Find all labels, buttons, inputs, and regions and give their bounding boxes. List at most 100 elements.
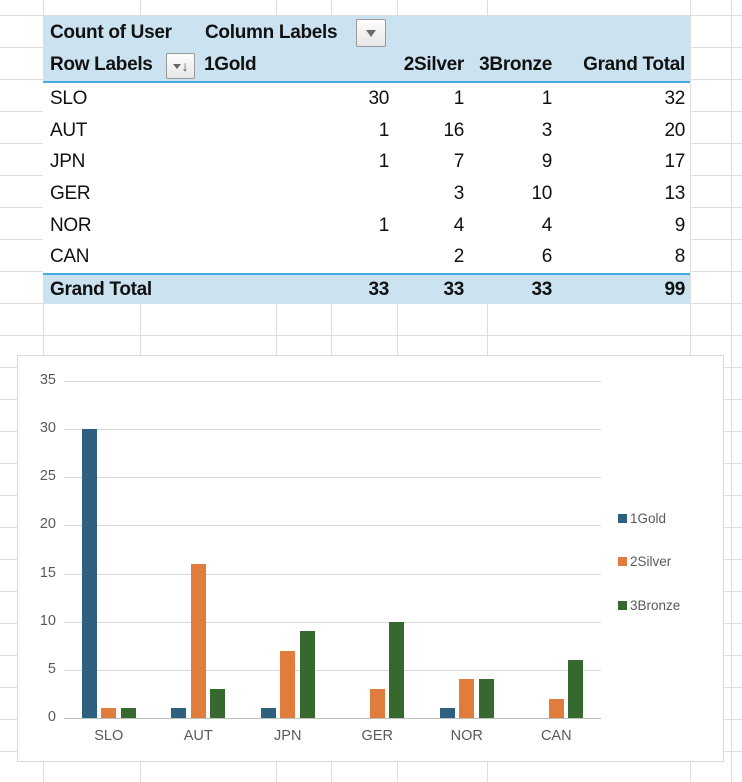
- pivot-header-row-2: Row Labels ↓ 1Gold 2Silver 3Bronze Grand…: [43, 49, 690, 83]
- column-header-1gold[interactable]: 1Gold: [204, 54, 257, 75]
- pivot-data-rows: SLO 30 1 1 32 AUT 1 16 3 20 JPN 1 7 9 17 GER 3 10 13 NOR 1 4 4…: [43, 83, 690, 274]
- grand-total-total[interactable]: 99: [664, 278, 685, 300]
- value-cell[interactable]: 8: [674, 246, 686, 268]
- table-row: AUT 1 16 3 20: [43, 114, 690, 147]
- row-label-cell[interactable]: GER: [50, 182, 91, 204]
- y-axis-tick-label: 0: [47, 709, 56, 725]
- column-labels-cell[interactable]: Column Labels: [205, 21, 338, 43]
- column-header-2silver[interactable]: 2Silver: [403, 54, 465, 75]
- value-cell[interactable]: 2: [453, 246, 465, 268]
- grid-line-horizontal: [0, 335, 742, 336]
- y-axis-tick-label: 10: [39, 612, 56, 629]
- table-row: SLO 30 1 1 32: [43, 83, 690, 115]
- x-axis-category-label: SLO: [94, 728, 124, 744]
- legend-label: 2Silver: [630, 554, 672, 570]
- bar-2silver-aut[interactable]: [190, 563, 206, 718]
- legend-entry-1gold[interactable]: 1Gold: [618, 509, 680, 527]
- sort-descending-icon: ↓: [181, 58, 189, 74]
- gridline: [64, 477, 601, 479]
- value-cell[interactable]: 13: [664, 182, 685, 204]
- bar-1gold-slo[interactable]: [81, 429, 97, 718]
- x-axis-category-label: AUT: [183, 728, 213, 744]
- value-cell[interactable]: 1: [541, 87, 553, 109]
- value-cell[interactable]: 3: [453, 182, 465, 204]
- value-cell[interactable]: 4: [541, 214, 553, 236]
- table-row: GER 3 10 13: [43, 178, 690, 210]
- value-cell[interactable]: 32: [664, 87, 685, 109]
- legend-entry-3bronze[interactable]: 3Bronze: [618, 596, 680, 614]
- pivot-title-cell[interactable]: Count of User: [50, 21, 172, 43]
- legend-entry-2silver[interactable]: 2Silver: [618, 553, 680, 571]
- column-header-3bronze[interactable]: 3Bronze: [479, 54, 552, 75]
- value-cell[interactable]: 16: [443, 119, 464, 141]
- y-axis-tick-label: 30: [39, 420, 56, 437]
- bar-3bronze-can[interactable]: [568, 660, 584, 718]
- row-labels-sort-filter-button[interactable]: ↓: [166, 53, 195, 79]
- bar-2silver-slo[interactable]: [101, 708, 117, 718]
- grand-total-label[interactable]: Grand Total: [50, 278, 152, 300]
- grand-total-row: Grand Total 33 33 33 99: [43, 273, 690, 305]
- bar-2silver-jpn[interactable]: [280, 650, 296, 718]
- gridline: [64, 381, 601, 382]
- value-cell[interactable]: 7: [453, 151, 465, 173]
- legend-swatch-icon: [618, 600, 627, 610]
- x-axis-category-label: JPN: [274, 728, 302, 744]
- gridline: [64, 621, 601, 623]
- row-labels-cell[interactable]: Row Labels: [50, 54, 153, 75]
- value-cell[interactable]: 1: [453, 87, 465, 109]
- value-cell[interactable]: 30: [368, 87, 389, 109]
- value-cell[interactable]: 1: [378, 214, 390, 236]
- value-cell[interactable]: 20: [664, 119, 685, 141]
- value-cell[interactable]: 6: [541, 246, 553, 268]
- bar-2silver-nor[interactable]: [459, 679, 475, 718]
- gridline: [64, 525, 601, 527]
- bar-3bronze-slo[interactable]: [120, 708, 136, 718]
- chart-legend: 1Gold 2Silver 3Bronze: [618, 509, 680, 640]
- value-cell[interactable]: 3: [541, 119, 553, 141]
- y-axis-tick-label: 5: [47, 660, 56, 677]
- table-row: NOR 1 4 4 9: [43, 209, 690, 242]
- bar-2silver-ger[interactable]: [369, 689, 385, 718]
- value-cell[interactable]: 10: [531, 182, 552, 204]
- pivot-header-row-1: Count of User Column Labels: [43, 16, 690, 49]
- y-axis-tick-label: 20: [39, 516, 56, 533]
- gridline: [64, 669, 601, 671]
- pivot-table: Count of User Column Labels Row Labels ↓…: [43, 16, 690, 305]
- x-axis-line: [64, 718, 601, 719]
- grand-total-silver[interactable]: 33: [443, 278, 464, 300]
- value-cell[interactable]: 9: [541, 151, 553, 173]
- legend-swatch-icon: [618, 557, 627, 567]
- value-cell[interactable]: 9: [674, 214, 686, 236]
- bar-1gold-aut[interactable]: [171, 708, 187, 718]
- y-axis-tick-label: 15: [39, 564, 56, 581]
- grand-total-gold[interactable]: 33: [368, 278, 389, 300]
- pivot-chart[interactable]: 1Gold 2Silver 3Bronze 0 5 10 15 20 25 30 35 SLO AUT…: [17, 355, 724, 762]
- column-header-grand-total[interactable]: Grand Total: [583, 54, 685, 75]
- grand-total-bronze[interactable]: 33: [531, 278, 552, 300]
- bar-1gold-jpn[interactable]: [260, 708, 276, 718]
- bar-2silver-can[interactable]: [548, 698, 564, 718]
- row-label-cell[interactable]: JPN: [50, 151, 85, 173]
- row-label-cell[interactable]: SLO: [50, 87, 88, 109]
- value-cell[interactable]: 4: [453, 214, 465, 236]
- dropdown-triangle-icon: [366, 29, 376, 37]
- bar-1gold-nor[interactable]: [439, 708, 455, 718]
- bar-3bronze-jpn[interactable]: [299, 631, 315, 718]
- row-label-cell[interactable]: AUT: [50, 119, 88, 141]
- bar-3bronze-nor[interactable]: [478, 679, 494, 718]
- bar-3bronze-ger[interactable]: [389, 621, 405, 718]
- row-label-cell[interactable]: NOR: [50, 214, 92, 236]
- table-row: JPN 1 7 9 17: [43, 146, 690, 179]
- bar-3bronze-aut[interactable]: [210, 689, 226, 718]
- value-cell[interactable]: 17: [664, 151, 685, 173]
- gridline: [64, 429, 601, 431]
- column-labels-filter-button[interactable]: [356, 19, 386, 47]
- value-cell[interactable]: 1: [378, 151, 390, 173]
- x-axis-category-label: GER: [361, 728, 393, 744]
- y-axis-tick-label: 25: [39, 468, 56, 485]
- gridline: [64, 573, 601, 575]
- value-cell[interactable]: 1: [378, 119, 390, 141]
- legend-label: 3Bronze: [630, 597, 681, 613]
- row-label-cell[interactable]: CAN: [50, 246, 90, 268]
